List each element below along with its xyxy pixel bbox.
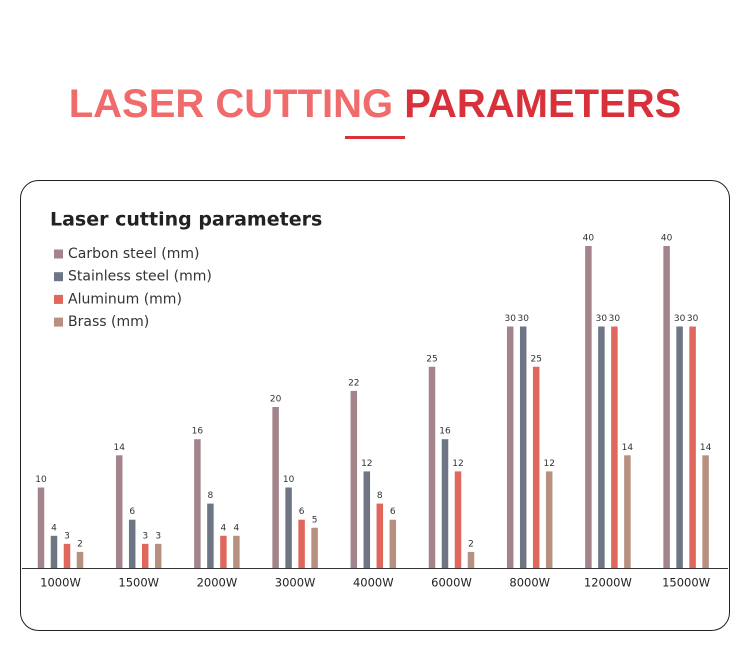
bar	[585, 246, 592, 568]
bar	[663, 246, 670, 568]
value-label: 3	[142, 531, 148, 541]
value-label: 10	[35, 475, 47, 485]
value-label: 12	[452, 459, 463, 469]
bar	[376, 503, 384, 568]
bar	[598, 326, 605, 568]
bar	[611, 326, 618, 568]
bar	[506, 326, 514, 568]
value-label: 14	[622, 443, 634, 453]
value-label: 16	[192, 427, 204, 437]
bar	[428, 366, 436, 568]
bar	[50, 535, 58, 568]
value-label: 30	[674, 314, 686, 324]
value-label: 12	[361, 459, 372, 469]
value-label: 30	[609, 314, 621, 324]
bar	[233, 535, 240, 568]
legend-label: Carbon steel (mm)	[68, 246, 199, 262]
legend-swatch	[54, 294, 63, 304]
legend-label: Aluminum (mm)	[68, 291, 182, 307]
value-label: 30	[596, 314, 608, 324]
value-label: 2	[468, 539, 474, 549]
value-label: 40	[583, 234, 595, 244]
bar	[363, 471, 371, 568]
value-label: 8	[208, 491, 214, 501]
value-label: 8	[377, 491, 383, 501]
heading-underline	[345, 136, 405, 139]
legend-label: Brass (mm)	[68, 314, 149, 330]
value-label: 14	[113, 443, 125, 453]
page-heading: LASER CUTTING PARAMETERS	[69, 82, 682, 126]
value-label: 30	[687, 314, 699, 324]
x-tick-label: 4000W	[353, 576, 394, 590]
legend-label: Stainless steel (mm)	[68, 269, 212, 285]
bar	[702, 455, 709, 568]
value-label: 4	[51, 523, 57, 533]
value-label: 20	[270, 395, 282, 405]
value-label: 22	[348, 378, 359, 388]
bar	[63, 543, 71, 568]
value-label: 16	[439, 427, 451, 437]
value-label: 30	[504, 314, 516, 324]
x-tick-label: 2000W	[197, 576, 238, 590]
bar	[272, 407, 279, 568]
value-label: 10	[283, 475, 295, 485]
value-label: 14	[700, 443, 712, 453]
value-label: 25	[530, 354, 541, 364]
bar	[285, 487, 292, 568]
value-label: 6	[129, 507, 135, 517]
value-label: 12	[543, 459, 554, 469]
value-label: 2	[77, 539, 83, 549]
value-label: 3	[64, 531, 70, 541]
bar	[454, 471, 462, 568]
heading-part: LASER CUTTING	[69, 82, 393, 126]
x-tick-label: 8000W	[509, 576, 550, 590]
x-tick-label: 3000W	[275, 576, 316, 590]
bar	[141, 543, 149, 568]
legend-swatch	[54, 317, 63, 327]
value-label: 4	[221, 523, 227, 533]
bar	[76, 551, 84, 568]
value-label: 5	[312, 515, 318, 525]
bar	[389, 519, 397, 568]
bar	[689, 326, 696, 568]
bar	[624, 455, 631, 568]
bar	[128, 519, 136, 568]
x-tick-label: 1500W	[118, 576, 159, 590]
bar	[115, 455, 123, 568]
bar	[194, 439, 201, 568]
bar	[37, 487, 45, 568]
x-tick-label: 15000W	[662, 576, 710, 590]
bar	[350, 390, 358, 568]
bar	[467, 551, 475, 568]
value-label: 6	[390, 507, 396, 517]
bar	[441, 439, 449, 568]
bar	[532, 366, 540, 568]
bar	[311, 527, 318, 568]
bar	[154, 543, 162, 568]
bar	[220, 535, 227, 568]
legend-swatch	[54, 249, 63, 259]
value-label: 30	[517, 314, 529, 324]
bar	[519, 326, 527, 568]
value-label: 4	[234, 523, 240, 533]
x-tick-label: 12000W	[584, 576, 632, 590]
value-label: 40	[661, 234, 673, 244]
chart-title: Laser cutting parameters	[50, 209, 322, 231]
value-label: 25	[426, 354, 437, 364]
value-label: 3	[155, 531, 161, 541]
x-tick-label: 6000W	[431, 576, 472, 590]
x-tick-label: 1000W	[40, 576, 81, 590]
bar	[298, 519, 305, 568]
bar	[207, 503, 214, 568]
value-label: 6	[299, 507, 305, 517]
legend-swatch	[54, 272, 63, 282]
bar	[545, 471, 553, 568]
bar	[676, 326, 683, 568]
heading-part: PARAMETERS	[404, 82, 681, 126]
